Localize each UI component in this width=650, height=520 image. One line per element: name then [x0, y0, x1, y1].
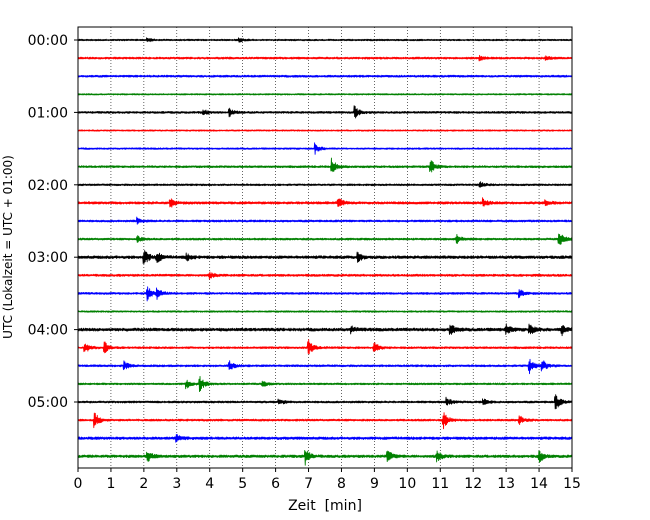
- seismogram-trace: [77, 129, 573, 132]
- x-axis-label: Zeit [min]: [288, 498, 362, 514]
- seismogram-trace: [77, 376, 573, 393]
- seismogram-trace: [77, 142, 573, 155]
- seismogram-trace: [77, 394, 573, 410]
- seismogram-trace: [77, 197, 573, 208]
- x-tick-label: 9: [370, 476, 379, 492]
- seismogram-trace: [77, 323, 573, 337]
- x-tick-label: 10: [398, 476, 416, 492]
- x-tick-label: 3: [172, 476, 181, 492]
- seismogram-trace: [77, 339, 573, 355]
- x-tick-label: 14: [530, 476, 548, 492]
- seismogram-trace: [77, 250, 573, 265]
- x-tick-label: 8: [337, 476, 346, 492]
- seismogram-trace: [77, 157, 573, 173]
- y-tick-label: 05:00: [28, 395, 68, 411]
- seismogram-trace: [77, 181, 573, 188]
- seismogram-trace: [77, 105, 573, 119]
- x-tick-label: 7: [304, 476, 313, 492]
- x-tick-label: 11: [431, 476, 449, 492]
- seismogram-trace: [77, 271, 573, 280]
- y-tick-label: 00:00: [28, 33, 68, 49]
- seismogram-trace: [77, 93, 573, 96]
- seismogram-trace: [77, 433, 573, 443]
- seismogram-trace: [77, 286, 573, 302]
- y-tick-label: 02:00: [28, 178, 68, 194]
- x-tick-label: 4: [205, 476, 214, 492]
- seismogram-trace: [77, 310, 573, 313]
- seismogram-trace: [77, 54, 573, 62]
- x-tick-label: 13: [497, 476, 515, 492]
- x-tick-label: 15: [563, 476, 581, 492]
- y-tick-label: 04:00: [28, 323, 68, 339]
- seismogram-trace: [77, 216, 573, 225]
- seismogram-trace: [77, 37, 573, 43]
- x-tick-label: 2: [139, 476, 148, 492]
- x-tick-label: 5: [238, 476, 247, 492]
- seismogram-trace: [77, 74, 573, 78]
- seismogram-traces: [77, 37, 573, 466]
- y-tick-label: 03:00: [28, 250, 68, 266]
- seismogram-trace: [77, 233, 573, 245]
- y-axis-label: UTC (Lokalzeit = UTC + 01:00): [1, 155, 15, 339]
- x-tick-label: 6: [271, 476, 280, 492]
- y-axis-ticks: 00:00 01:00 02:00 03:00 04:00 05:00: [28, 33, 78, 411]
- plot-frame: [77, 26, 573, 469]
- x-tick-label: 12: [464, 476, 482, 492]
- x-tick-label: 1: [106, 476, 115, 492]
- seismogram-trace: [77, 412, 573, 430]
- y-tick-label: 01:00: [28, 105, 68, 121]
- x-axis-ticks: 0 1 2 3 4 5 6 7 8 9 10 11 12 13 14 15: [74, 468, 581, 492]
- seismogram-trace: [77, 450, 573, 466]
- x-tick-label: 0: [74, 476, 83, 492]
- seismogram-trace: [77, 358, 573, 375]
